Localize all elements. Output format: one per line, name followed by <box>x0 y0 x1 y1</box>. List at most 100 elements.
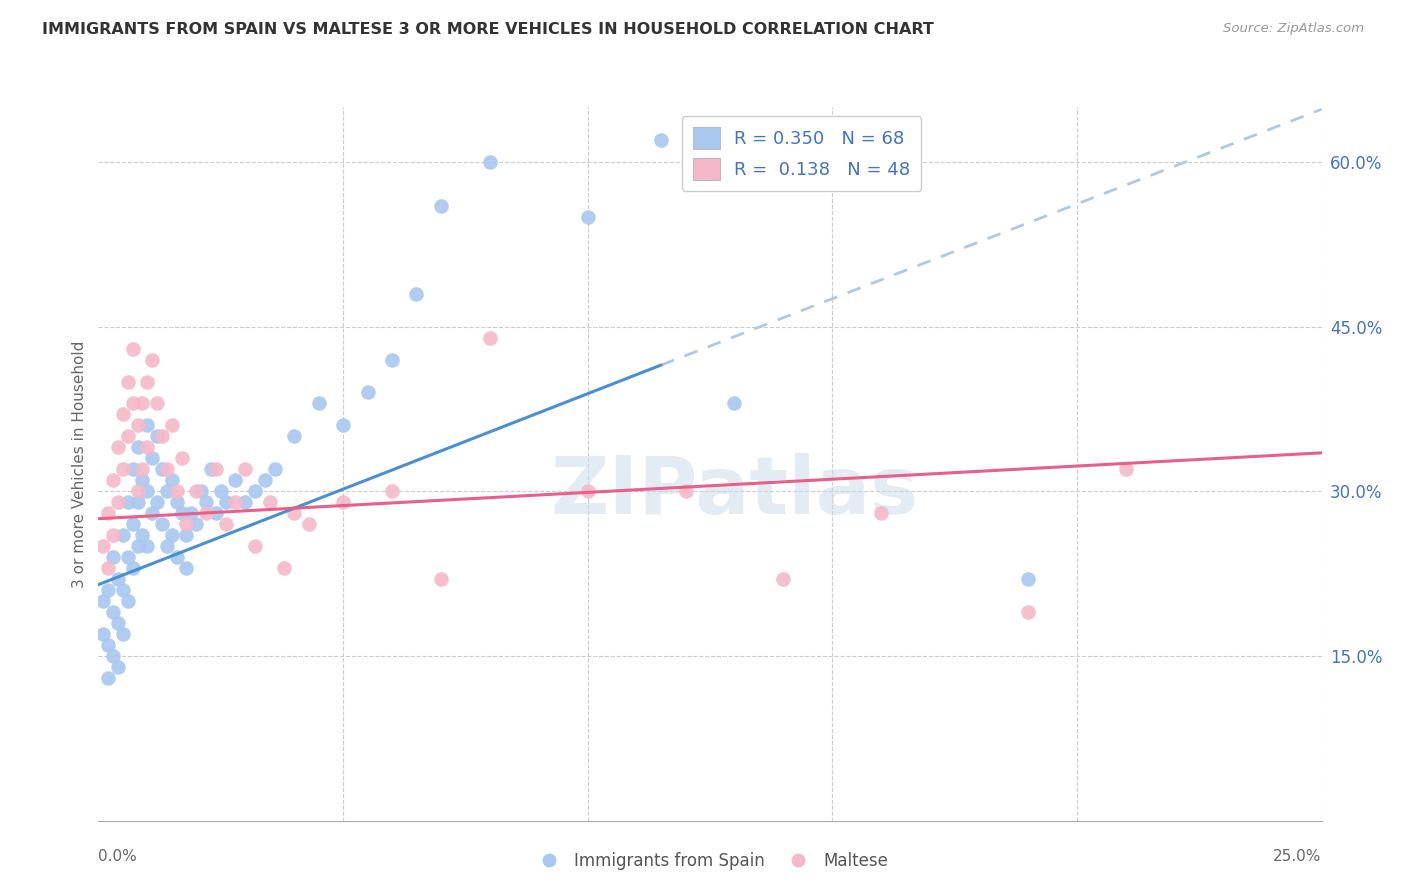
Point <box>111 408 134 422</box>
Point <box>136 441 159 455</box>
Point <box>176 561 198 575</box>
Point <box>233 462 256 476</box>
Point <box>166 484 188 499</box>
Point <box>209 484 232 499</box>
Point <box>430 199 453 213</box>
Point <box>243 539 266 553</box>
Point <box>214 517 236 532</box>
Point <box>283 429 305 443</box>
Point <box>97 638 120 652</box>
Point <box>675 484 697 499</box>
Point <box>405 286 427 301</box>
Point <box>117 375 139 389</box>
Point <box>131 462 153 476</box>
Point <box>195 495 218 509</box>
Point <box>224 473 246 487</box>
Point <box>253 473 276 487</box>
Point <box>97 671 120 685</box>
Point <box>160 473 183 487</box>
Point <box>111 583 134 598</box>
Point <box>186 517 208 532</box>
Point <box>141 506 163 520</box>
Point <box>1115 462 1137 476</box>
Point <box>127 484 149 499</box>
Point <box>205 462 228 476</box>
Point <box>214 495 236 509</box>
Point <box>1017 605 1039 619</box>
Point <box>101 528 124 542</box>
Point <box>160 418 183 433</box>
Point <box>131 528 153 542</box>
Point <box>117 550 139 565</box>
Point <box>107 572 129 586</box>
Point <box>224 495 246 509</box>
Point <box>136 484 159 499</box>
Point <box>263 462 285 476</box>
Point <box>150 429 173 443</box>
Point <box>430 572 453 586</box>
Text: ZIPatlas: ZIPatlas <box>550 453 918 532</box>
Point <box>131 473 153 487</box>
Point <box>107 660 129 674</box>
Point <box>127 495 149 509</box>
Point <box>176 528 198 542</box>
Text: Source: ZipAtlas.com: Source: ZipAtlas.com <box>1223 22 1364 36</box>
Point <box>870 506 893 520</box>
Point <box>243 484 266 499</box>
Text: 0.0%: 0.0% <box>98 849 138 864</box>
Point <box>117 429 139 443</box>
Point <box>91 539 114 553</box>
Point <box>176 517 198 532</box>
Point <box>131 396 153 410</box>
Point <box>111 528 134 542</box>
Point <box>160 528 183 542</box>
Point <box>166 550 188 565</box>
Point <box>576 210 599 224</box>
Point <box>283 506 305 520</box>
Point <box>121 342 143 356</box>
Point <box>117 594 139 608</box>
Point <box>772 572 794 586</box>
Point <box>111 627 134 641</box>
Point <box>146 429 169 443</box>
Point <box>121 462 143 476</box>
Point <box>136 539 159 553</box>
Point <box>723 396 745 410</box>
Point <box>101 648 124 663</box>
Point <box>190 484 212 499</box>
Text: 25.0%: 25.0% <box>1274 849 1322 864</box>
Point <box>150 517 173 532</box>
Point <box>107 615 129 630</box>
Point <box>127 441 149 455</box>
Point <box>170 506 193 520</box>
Point <box>332 495 354 509</box>
Point <box>136 418 159 433</box>
Point <box>97 561 120 575</box>
Point <box>121 561 143 575</box>
Point <box>478 155 501 169</box>
Point <box>478 330 501 344</box>
Point <box>146 396 169 410</box>
Point <box>107 495 129 509</box>
Point <box>298 517 321 532</box>
Point <box>156 539 179 553</box>
Text: IMMIGRANTS FROM SPAIN VS MALTESE 3 OR MORE VEHICLES IN HOUSEHOLD CORRELATION CHA: IMMIGRANTS FROM SPAIN VS MALTESE 3 OR MO… <box>42 22 934 37</box>
Point <box>101 605 124 619</box>
Point <box>332 418 354 433</box>
Point <box>146 495 169 509</box>
Point <box>117 495 139 509</box>
Point <box>141 451 163 466</box>
Point <box>141 352 163 367</box>
Legend: Immigrants from Spain, Maltese: Immigrants from Spain, Maltese <box>526 846 894 877</box>
Point <box>91 627 114 641</box>
Point <box>97 583 120 598</box>
Point <box>101 473 124 487</box>
Point <box>166 495 188 509</box>
Point <box>195 506 218 520</box>
Point <box>121 396 143 410</box>
Point <box>308 396 330 410</box>
Point <box>180 506 202 520</box>
Point <box>200 462 222 476</box>
Point <box>127 539 149 553</box>
Point <box>1017 572 1039 586</box>
